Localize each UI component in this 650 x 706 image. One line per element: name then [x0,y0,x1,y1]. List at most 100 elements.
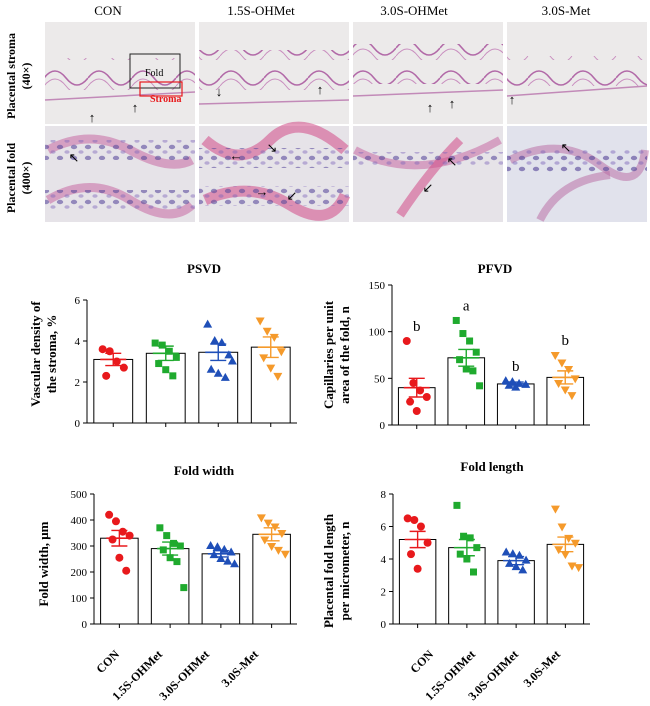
y-tick-label: 2 [75,377,81,389]
significance-letter: b [512,359,520,375]
data-point [273,546,283,555]
data-point [470,568,478,576]
micrograph-stroma-1-5s-ohmet: ↓ ↑ [198,22,350,124]
data-point [263,519,273,528]
y-tick-label: 4 [75,336,81,348]
data-point [169,372,177,380]
data-point [170,539,178,547]
data-point [105,347,114,356]
data-point [165,347,173,355]
micrograph-col-label-3-0s-ohmet: 3.0S-OHMet [380,3,448,18]
data-point [550,505,560,514]
data-point [162,366,170,374]
arrow-marker: ↑ [317,82,324,97]
data-point [410,516,419,524]
data-point [156,524,164,532]
data-point [115,553,124,562]
data-point [476,382,484,390]
y-axis-label: area of the fold, n [337,305,352,403]
y-axis-label: Capillaries per unit [321,300,336,409]
data-point [456,356,464,364]
x-tick-label: 3.0S-Met [520,647,563,690]
y-tick-label: 0 [381,619,387,631]
y-axis-label: per micrometer, n [337,521,352,621]
data-point [504,380,514,389]
data-point [223,556,233,565]
data-point [98,345,107,354]
data-point [463,555,471,563]
data-point [266,364,276,373]
data-point [518,565,528,574]
data-point [280,550,290,559]
y-tick-label: 6 [381,522,387,534]
data-point [554,546,564,555]
y-tick-label: 100 [71,593,88,605]
data-point [203,319,213,328]
data-point [466,337,474,345]
data-point [456,550,464,558]
micrograph-panel: CON 1.5S-OHMet 3.0S-OHMet 3.0S-Met Place… [4,3,649,222]
x-tick-label: CON [93,647,122,676]
data-point [224,350,234,359]
chart-title: Fold length [460,459,524,474]
data-point [273,372,283,381]
data-point [406,550,415,559]
chart-title: Fold width [174,463,235,478]
data-point [423,538,432,547]
y-axis-label: Fold width, μm [36,521,51,606]
data-point [560,551,570,560]
arrow-marker: ↖ [561,140,572,155]
data-point [422,393,431,401]
data-point [267,543,277,551]
arrow-marker: ↑ [509,92,516,107]
data-point [469,367,477,375]
arrow-marker: ↘ [267,140,278,155]
significance-letter: b [562,333,570,349]
micrograph-stroma-3-0s-ohmet: ↑ ↑ [352,22,504,124]
data-point [262,327,272,336]
arrow-marker: ← [230,148,243,163]
micrograph-row-label-fold: Placental fold [4,143,18,214]
data-point [508,549,518,558]
y-tick-label: 0 [380,420,386,432]
micrograph-row-label-stroma: Placental stroma [4,33,18,119]
data-point [501,547,511,556]
bar [250,346,291,424]
data-point [466,534,474,542]
arrow-marker: ↙ [423,180,434,195]
micrograph-col-label-1-5s-ohmet: 1.5S-OHMet [227,3,295,18]
y-tick-label: 0 [82,619,88,631]
data-point [210,336,220,344]
data-point [406,397,415,406]
data-point [269,333,279,342]
bar [145,352,186,424]
x-tick-label: 3.0S-Met [218,647,261,690]
micrograph-fold-3-0s-ohmet: ↖ ↙ [353,126,503,222]
arrow-marker: ↖ [69,150,80,165]
data-point [255,317,265,326]
data-point [220,372,230,381]
arrow-marker: ↑ [132,100,139,115]
data-point [459,330,467,338]
data-point [560,386,570,395]
y-tick-label: 500 [71,489,88,501]
chart-title: PFVD [478,261,513,276]
data-point [206,541,216,549]
data-point [158,341,166,349]
micrograph-stroma-3-0s-met: ↑ [506,22,648,124]
data-point [119,363,128,372]
data-point [276,348,286,357]
data-point [172,353,180,361]
stroma-inset-label: Stroma [150,94,181,105]
data-point [122,566,131,575]
data-point [416,522,425,531]
data-point [402,337,411,345]
bar [398,539,437,625]
data-point [159,546,167,554]
micrograph-fold-3-0s-met: ↖ [507,126,649,222]
significance-letter: b [413,319,421,335]
chart-title: PSVD [187,261,221,276]
data-point [452,316,460,324]
micrograph-row-label-fold-magnification: (400×) [19,162,33,195]
